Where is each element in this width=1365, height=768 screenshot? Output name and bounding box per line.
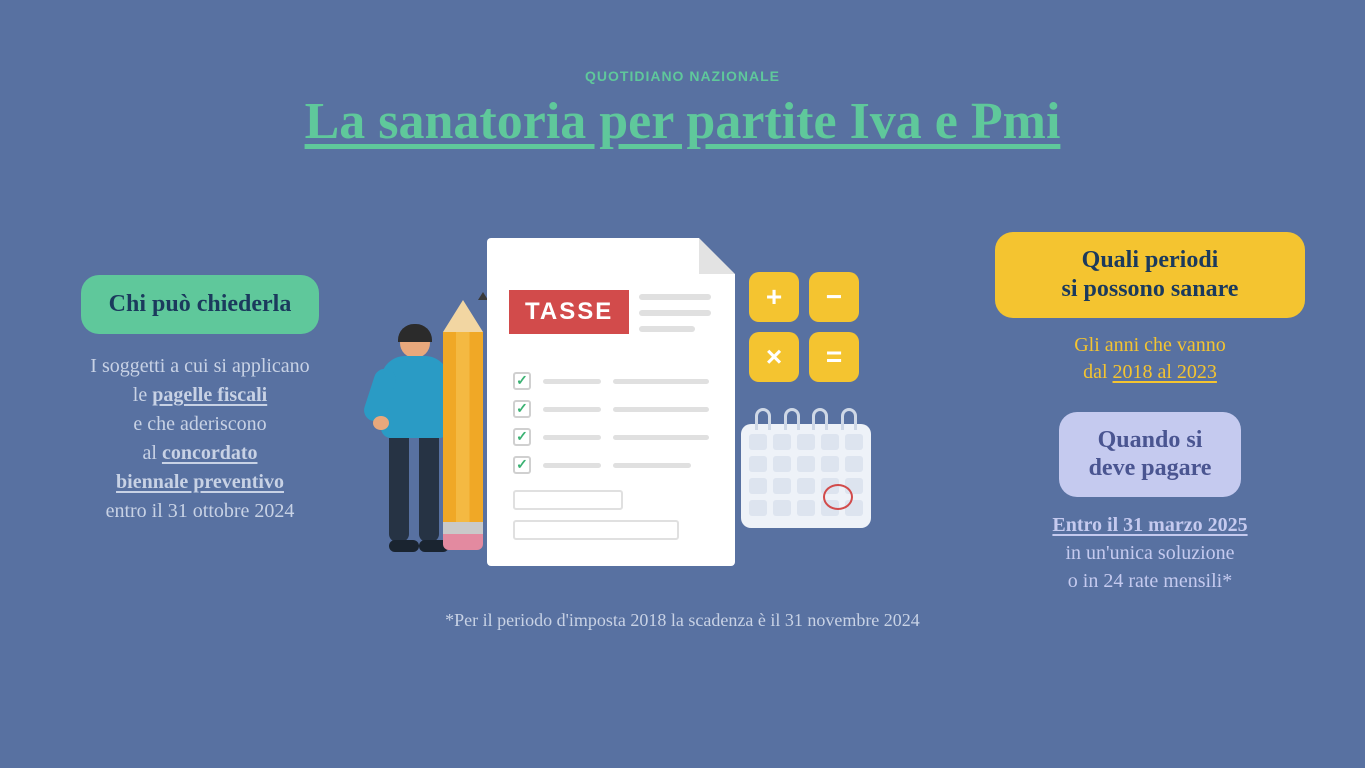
text-underline: biennale preventivo	[116, 471, 284, 493]
text: entro il 31 ottobre 2024	[106, 500, 295, 522]
check-icon: ✓	[513, 372, 531, 390]
left-column: Chi può chiederla I soggetti a cui si ap…	[55, 275, 345, 526]
calculator-icon: + − × =	[749, 272, 859, 382]
pill-when: Quando si deve pagare	[1059, 412, 1242, 498]
left-body: I soggetti a cui si applicano le pagelle…	[55, 352, 345, 526]
text: al	[143, 442, 162, 464]
text: si possono sanare	[1062, 276, 1239, 302]
periods-body: Gli anni che vanno dal 2018 al 2023	[995, 332, 1305, 386]
pill-periods: Quali periodi si possono sanare	[995, 232, 1305, 318]
page-title: La sanatoria per partite Iva e Pmi	[0, 92, 1365, 151]
kicker: QUOTIDIANO NAZIONALE	[0, 68, 1365, 84]
text-underline: concordato	[162, 442, 258, 464]
check-icon: ✓	[513, 456, 531, 474]
right-column: Quali periodi si possono sanare Gli anni…	[995, 232, 1305, 595]
calc-plus-icon: +	[749, 272, 799, 322]
text: dal	[1083, 361, 1112, 383]
text-underline: Entro il 31 marzo 2025	[1052, 514, 1247, 536]
text: Quando si	[1098, 427, 1203, 453]
footnote: *Per il periodo d'imposta 2018 la scaden…	[0, 610, 1365, 631]
text: Quali periodi	[1082, 247, 1219, 273]
text: le	[133, 384, 152, 406]
doc-label: TASSE	[509, 290, 629, 334]
text: e che aderiscono	[133, 413, 266, 435]
calendar-icon	[741, 408, 871, 528]
pencil-icon	[443, 300, 483, 548]
document-icon: TASSE ✓ ✓ ✓ ✓	[487, 238, 735, 566]
check-icon: ✓	[513, 428, 531, 446]
text-underline: 2018 al 2023	[1113, 361, 1217, 383]
pill-who: Chi può chiederla	[81, 275, 320, 334]
text: I soggetti a cui si applicano	[90, 355, 309, 377]
check-icon: ✓	[513, 400, 531, 418]
text: deve pagare	[1089, 455, 1212, 481]
text: in un'unica soluzione	[1065, 542, 1234, 564]
calc-equals-icon: =	[809, 332, 859, 382]
calc-times-icon: ×	[749, 332, 799, 382]
header: QUOTIDIANO NAZIONALE La sanatoria per pa…	[0, 0, 1365, 151]
calendar-circle-icon	[823, 484, 853, 510]
text-underline: pagelle fiscali	[152, 384, 267, 406]
text: Gli anni che vanno	[1074, 334, 1226, 356]
when-body: Entro il 31 marzo 2025 in un'unica soluz…	[995, 511, 1305, 595]
calc-minus-icon: −	[809, 272, 859, 322]
text: o in 24 rate mensili*	[1068, 570, 1232, 592]
center-illustration: TASSE ✓ ✓ ✓ ✓ + − × =	[365, 230, 885, 620]
